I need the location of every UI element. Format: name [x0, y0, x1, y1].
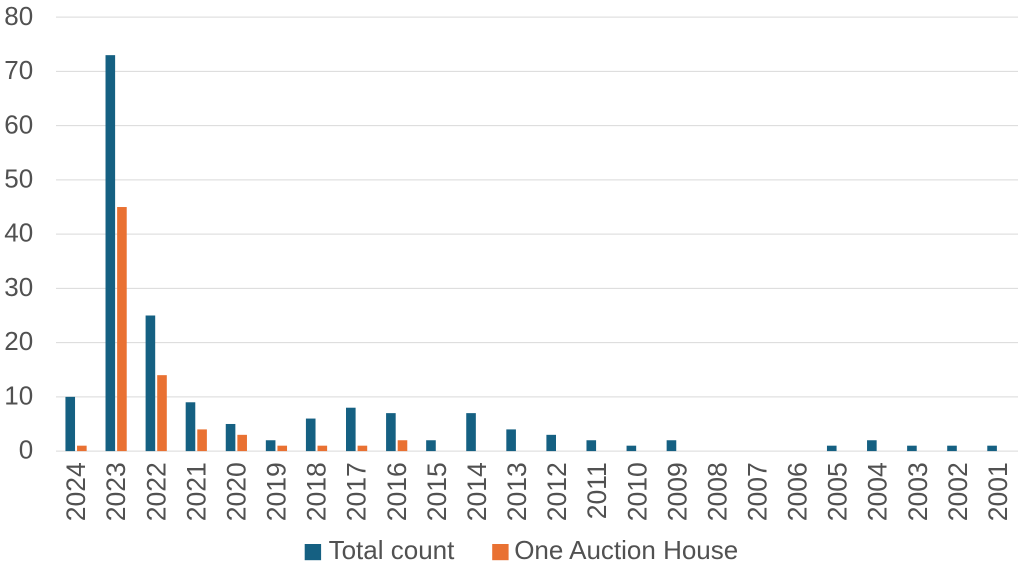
svg-text:2019: 2019: [262, 462, 292, 521]
svg-text:20: 20: [4, 326, 33, 356]
svg-text:2001: 2001: [983, 462, 1013, 521]
svg-text:2002: 2002: [943, 462, 973, 521]
svg-text:2003: 2003: [903, 462, 933, 521]
svg-text:2006: 2006: [783, 462, 813, 521]
svg-text:40: 40: [4, 218, 33, 248]
svg-text:0: 0: [19, 435, 33, 465]
svg-text:Total count: Total count: [329, 535, 456, 565]
svg-text:50: 50: [4, 164, 33, 194]
svg-text:2008: 2008: [702, 462, 732, 521]
svg-text:2005: 2005: [823, 462, 853, 521]
svg-text:2007: 2007: [743, 462, 773, 521]
svg-text:2004: 2004: [863, 462, 893, 521]
svg-text:2017: 2017: [342, 462, 372, 521]
svg-text:70: 70: [4, 55, 33, 85]
svg-text:30: 30: [4, 272, 33, 302]
svg-text:2022: 2022: [141, 462, 171, 521]
svg-text:2013: 2013: [502, 462, 532, 521]
svg-text:2014: 2014: [462, 462, 492, 521]
svg-text:60: 60: [4, 109, 33, 139]
svg-text:2011: 2011: [582, 462, 612, 519]
svg-text:One Auction House: One Auction House: [514, 535, 738, 565]
svg-text:2009: 2009: [662, 462, 692, 521]
svg-text:2012: 2012: [542, 462, 572, 521]
svg-text:2020: 2020: [221, 462, 251, 521]
svg-text:80: 80: [4, 1, 33, 31]
svg-text:2021: 2021: [181, 462, 211, 521]
svg-text:2016: 2016: [382, 462, 412, 521]
svg-text:10: 10: [4, 380, 33, 410]
svg-text:2023: 2023: [101, 462, 131, 521]
svg-text:2018: 2018: [302, 462, 332, 521]
svg-text:2024: 2024: [61, 462, 91, 521]
svg-text:2015: 2015: [422, 462, 452, 521]
svg-text:2010: 2010: [622, 462, 652, 521]
